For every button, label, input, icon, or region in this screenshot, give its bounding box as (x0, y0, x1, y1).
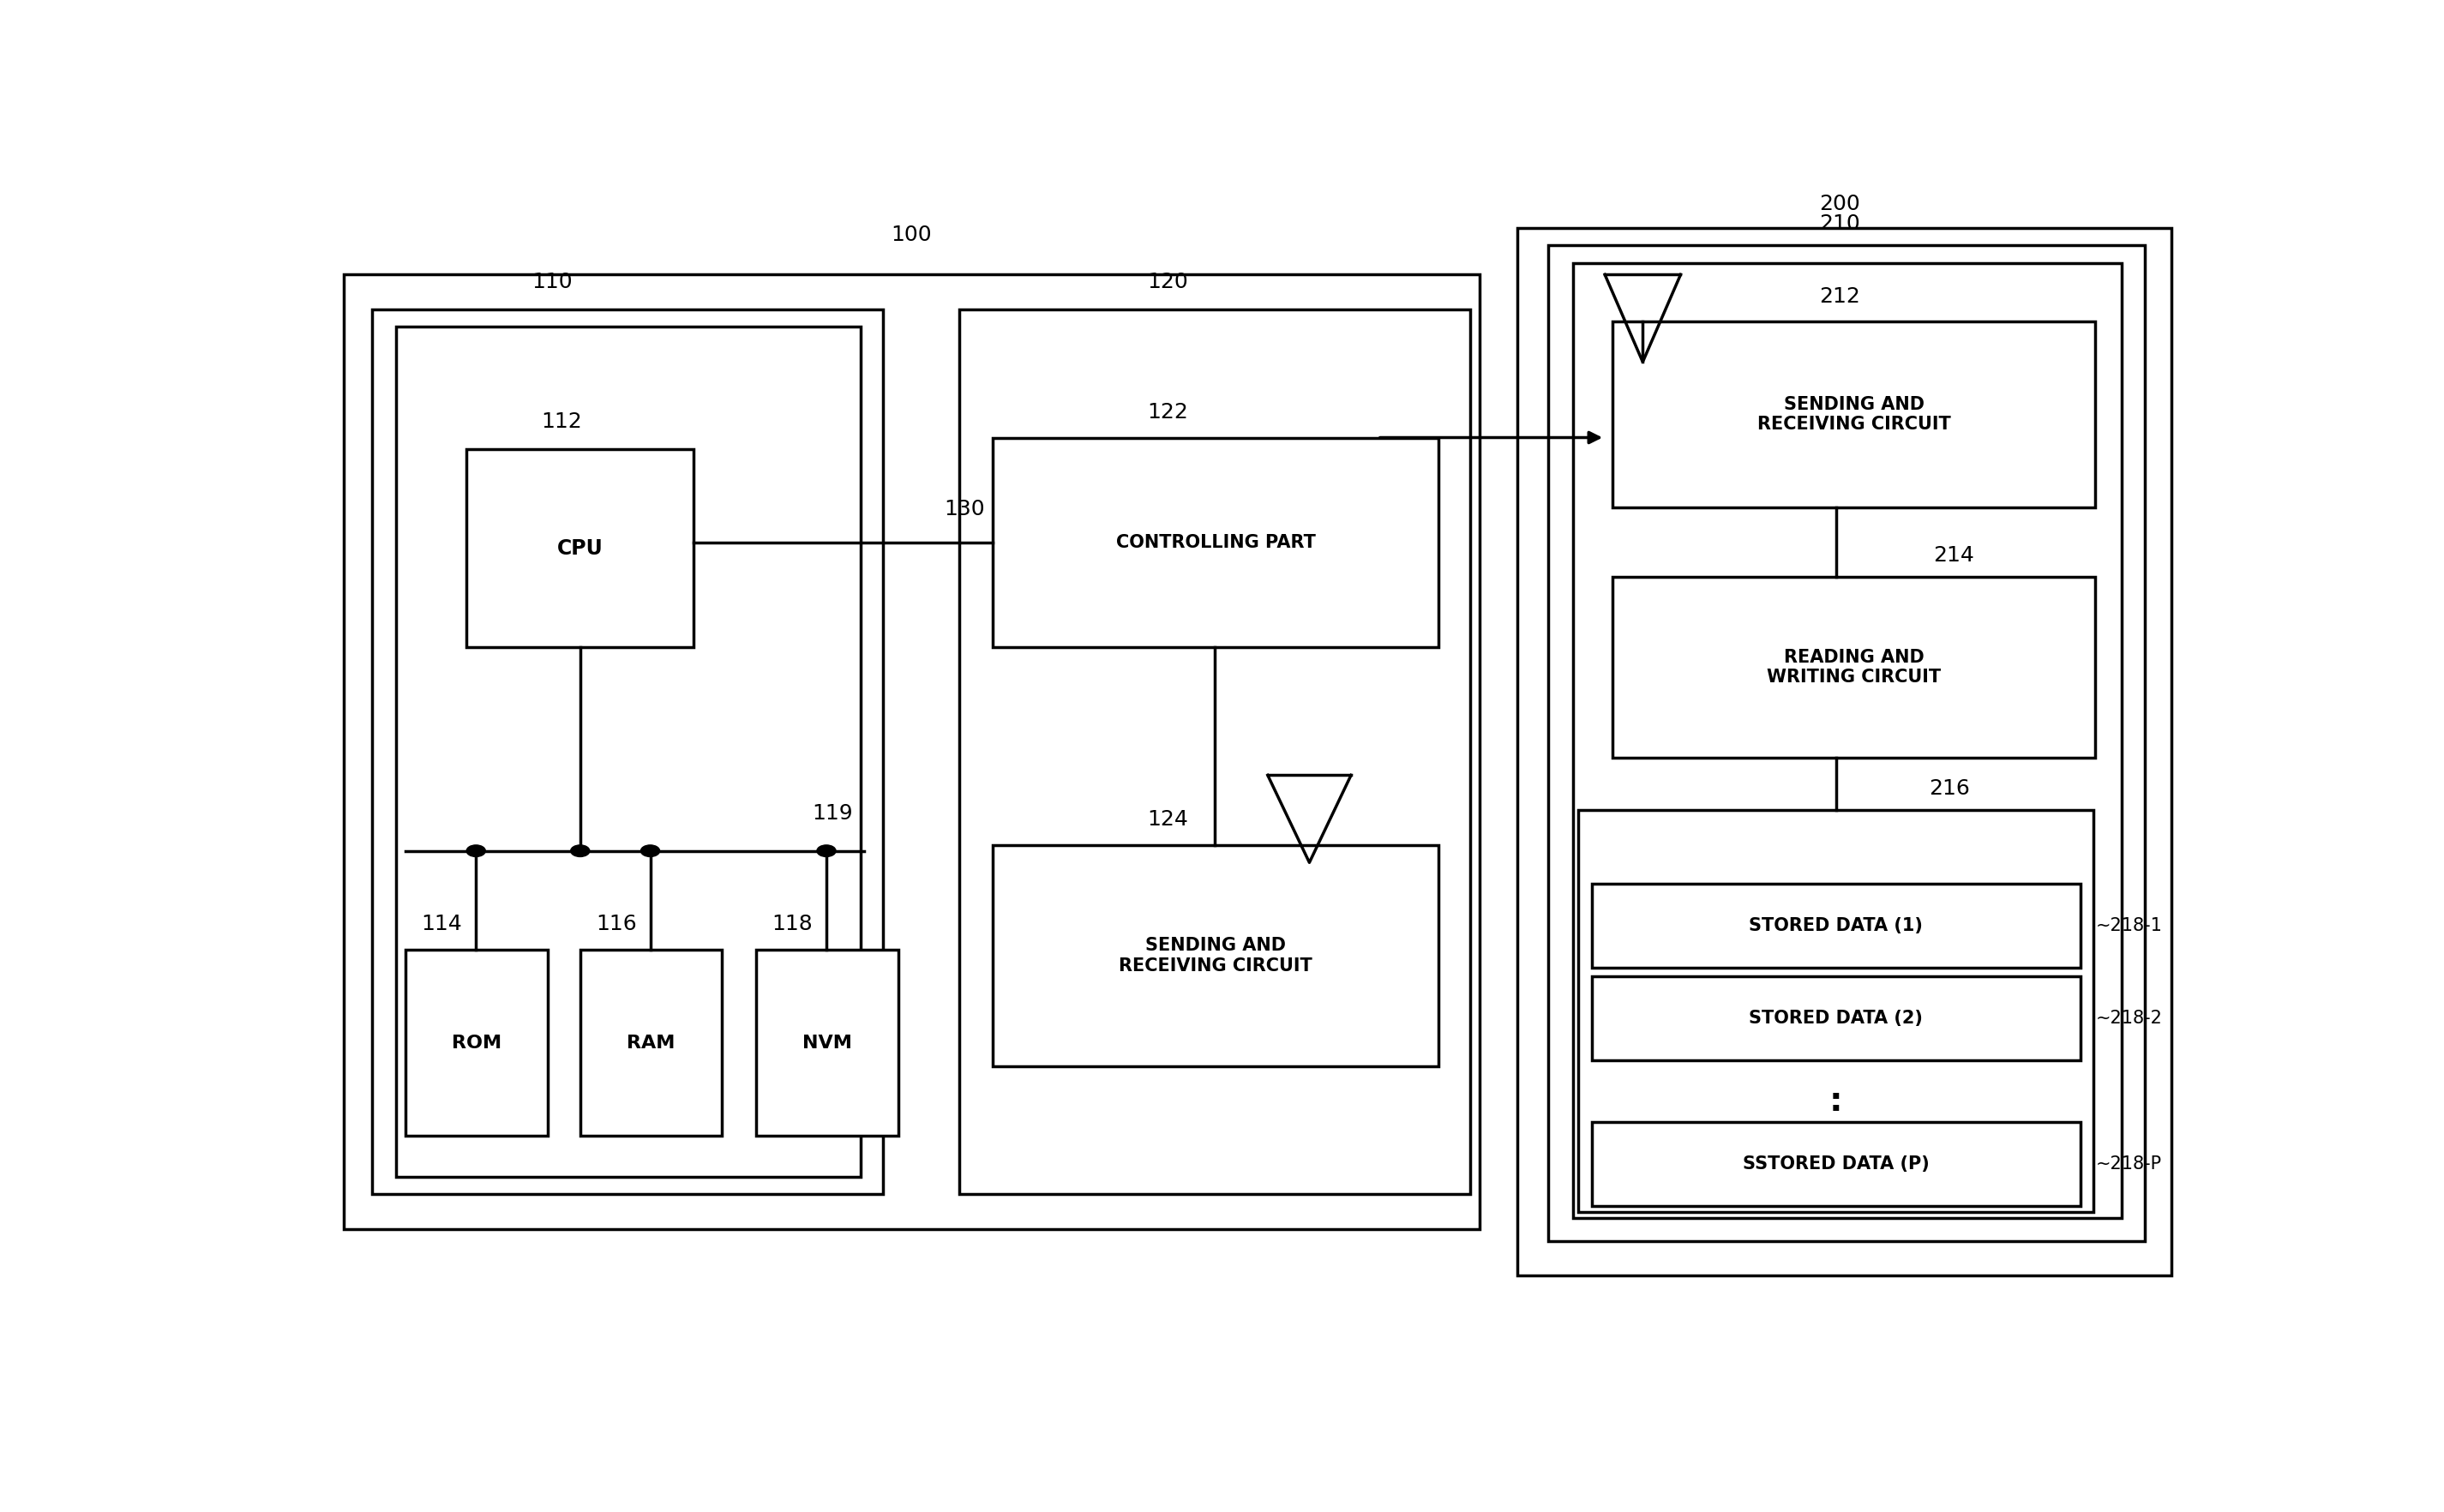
FancyBboxPatch shape (1518, 228, 2170, 1276)
FancyBboxPatch shape (1591, 977, 2080, 1060)
FancyBboxPatch shape (406, 950, 547, 1136)
Text: 210: 210 (1818, 213, 1860, 234)
Text: 130: 130 (943, 499, 985, 519)
FancyBboxPatch shape (992, 437, 1437, 647)
Text: SENDING AND
RECEIVING CIRCUIT: SENDING AND RECEIVING CIRCUIT (1119, 937, 1312, 974)
Text: ~218-1: ~218-1 (2095, 916, 2163, 934)
Text: 214: 214 (1933, 544, 1975, 565)
Text: SENDING AND
RECEIVING CIRCUIT: SENDING AND RECEIVING CIRCUIT (1757, 396, 1950, 432)
FancyBboxPatch shape (467, 449, 694, 647)
Text: RAM: RAM (628, 1034, 675, 1051)
Circle shape (467, 845, 486, 857)
Text: :: : (1828, 1086, 1843, 1117)
FancyBboxPatch shape (1571, 263, 2121, 1217)
Text: CONTROLLING PART: CONTROLLING PART (1117, 534, 1315, 550)
Text: SSTORED DATA (P): SSTORED DATA (P) (1743, 1155, 1928, 1173)
FancyBboxPatch shape (371, 310, 882, 1194)
Circle shape (816, 845, 836, 857)
Text: 119: 119 (811, 803, 853, 824)
Text: ROM: ROM (452, 1034, 501, 1051)
Text: 124: 124 (1146, 809, 1188, 830)
Text: 120: 120 (1146, 272, 1188, 292)
Text: 100: 100 (892, 225, 931, 245)
Circle shape (569, 845, 589, 857)
Text: STORED DATA (2): STORED DATA (2) (1750, 1010, 1923, 1027)
Text: 200: 200 (1818, 194, 1860, 215)
FancyBboxPatch shape (1591, 1122, 2080, 1207)
FancyBboxPatch shape (958, 310, 1471, 1194)
FancyBboxPatch shape (992, 845, 1437, 1066)
FancyBboxPatch shape (1613, 321, 2095, 508)
Text: 122: 122 (1146, 402, 1188, 422)
Text: 112: 112 (540, 411, 582, 432)
Text: STORED DATA (1): STORED DATA (1) (1750, 916, 1923, 934)
Text: 118: 118 (772, 915, 814, 934)
Text: READING AND
WRITING CIRCUIT: READING AND WRITING CIRCUIT (1767, 649, 1941, 686)
FancyBboxPatch shape (579, 950, 721, 1136)
FancyBboxPatch shape (1579, 810, 2095, 1211)
Text: 216: 216 (1928, 777, 1970, 798)
Text: CPU: CPU (557, 538, 604, 558)
Text: 110: 110 (530, 272, 572, 292)
FancyBboxPatch shape (755, 950, 899, 1136)
Text: NVM: NVM (802, 1034, 853, 1051)
FancyBboxPatch shape (1547, 245, 2146, 1241)
FancyBboxPatch shape (342, 275, 1481, 1229)
Text: 114: 114 (420, 915, 462, 934)
Text: 116: 116 (596, 915, 635, 934)
Text: ~218-2: ~218-2 (2095, 1010, 2163, 1027)
Text: ~218-P: ~218-P (2095, 1155, 2160, 1173)
FancyBboxPatch shape (1613, 578, 2095, 758)
FancyBboxPatch shape (1591, 883, 2080, 968)
FancyBboxPatch shape (396, 327, 860, 1176)
Text: 212: 212 (1818, 287, 1860, 307)
Circle shape (640, 845, 660, 857)
